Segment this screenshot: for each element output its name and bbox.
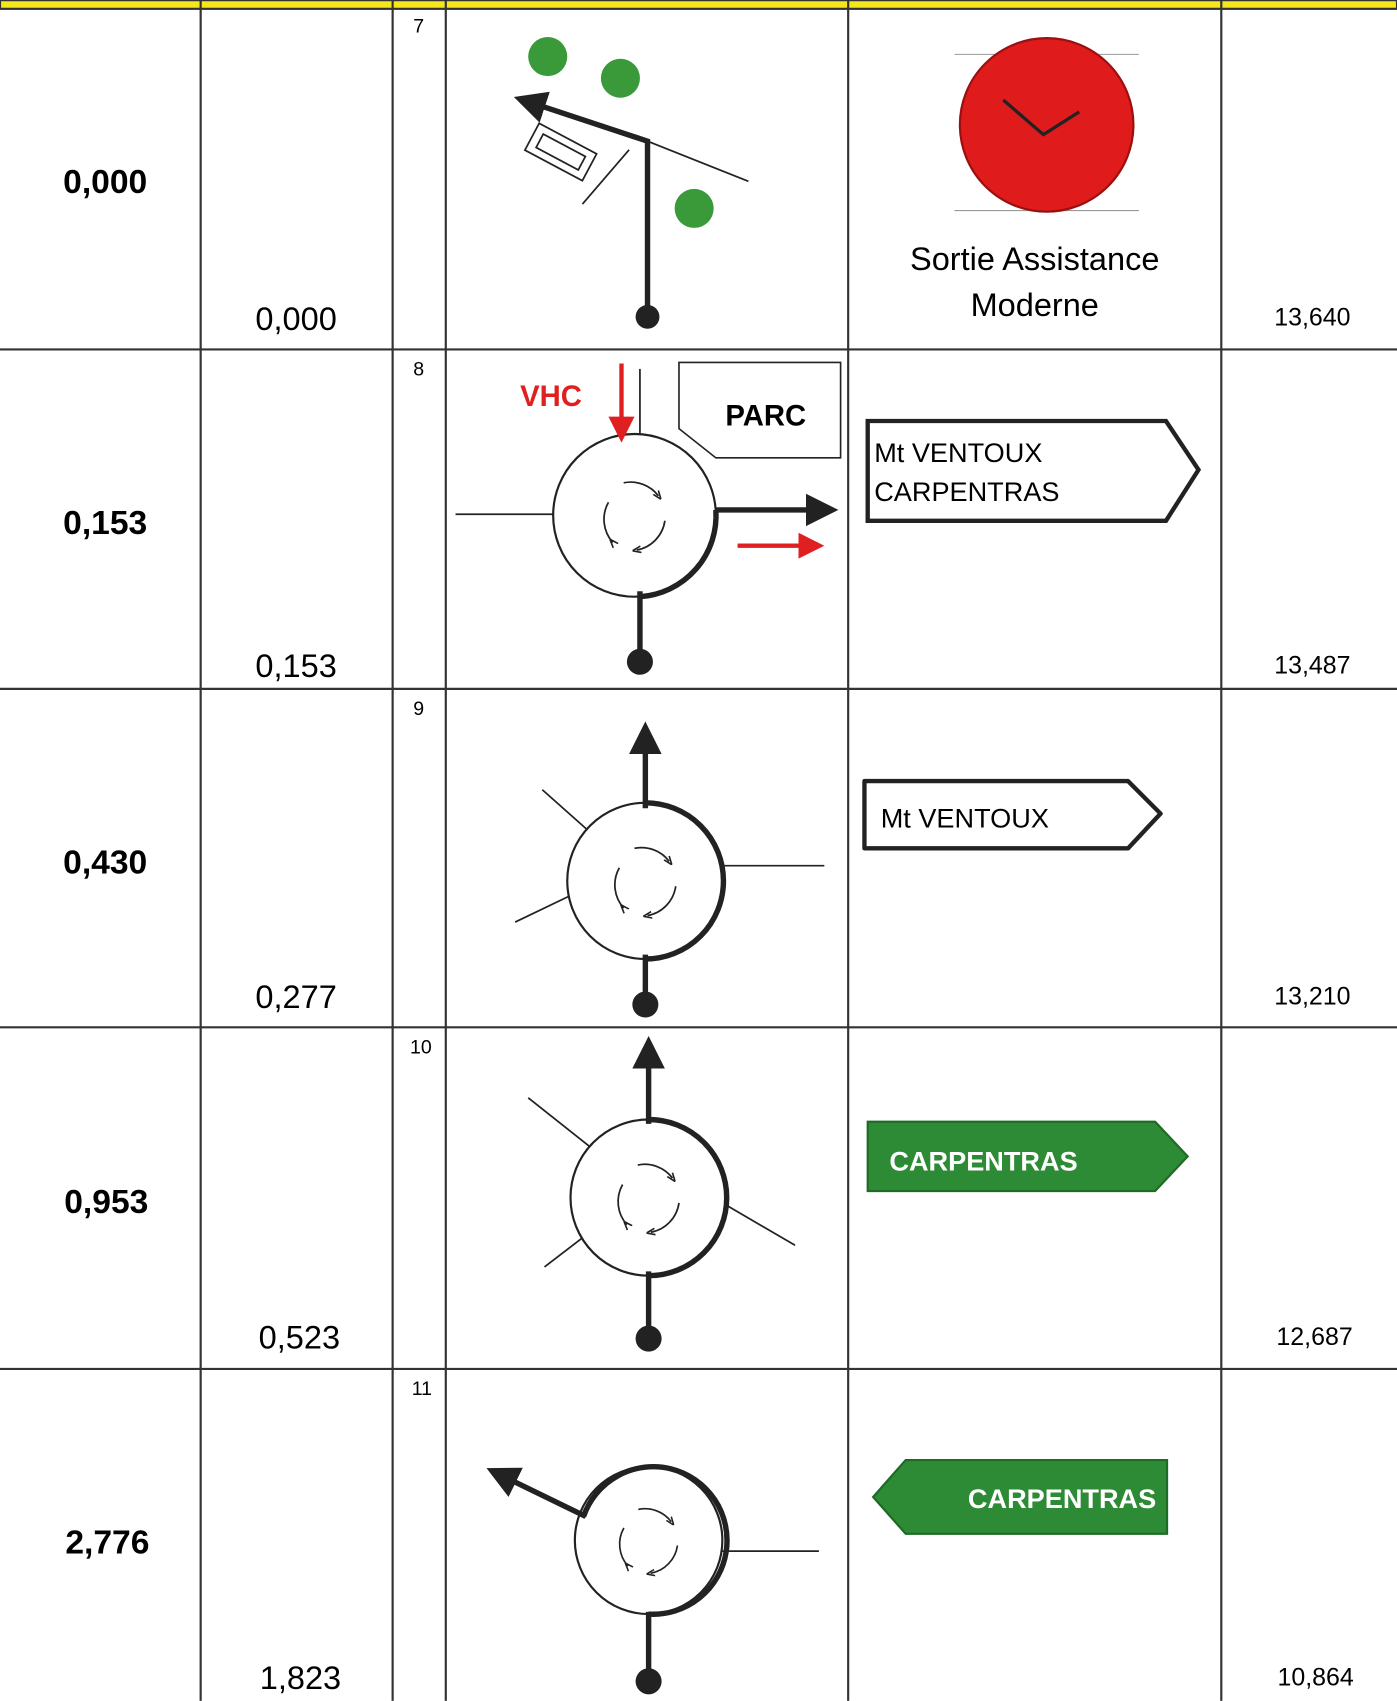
sign-text: CARPENTRAS [874, 476, 1059, 507]
diagram: VHC PARC [455, 361, 842, 675]
total-distance: 0,430 [63, 844, 147, 881]
route [580, 1464, 730, 1617]
sign: Mt VENTOUX CARPENTRAS [865, 418, 1202, 523]
sign-shape [862, 778, 1163, 851]
road [527, 1097, 592, 1149]
total-distance: 0,000 [63, 164, 147, 201]
sign: Sortie Assistance Moderne [910, 37, 1159, 323]
building [523, 122, 598, 182]
partial-distance: 0,153 [255, 648, 336, 684]
remaining-distance: 12,687 [1276, 1323, 1352, 1351]
diagram [486, 1464, 819, 1695]
sign: CARPENTRAS [866, 1120, 1190, 1193]
start-dot [635, 304, 660, 329]
diagram [513, 37, 749, 329]
road [581, 149, 630, 205]
row-texts: 0,000 0,000 7 13,640 0,153 0,153 8 13,48… [63, 16, 1354, 1696]
partial-distance: 0,523 [259, 1319, 340, 1355]
sign-text: Sortie Assistance [910, 241, 1159, 277]
clock [958, 37, 1135, 213]
sign-text: CARPENTRAS [968, 1483, 1156, 1514]
tree [674, 188, 714, 228]
start-dot [626, 648, 653, 675]
route [486, 1467, 587, 1519]
tree [600, 58, 640, 98]
road [724, 1203, 796, 1247]
route [648, 1116, 730, 1279]
diagram [527, 1035, 796, 1352]
partial-distance: 0,277 [255, 979, 336, 1015]
step-index: 11 [412, 1378, 432, 1400]
clock-hands [1002, 98, 1081, 137]
sign-text: Mt VENTOUX [881, 803, 1049, 834]
start-dot [632, 991, 659, 1018]
step-index: 9 [413, 698, 424, 720]
sign-text: CARPENTRAS [889, 1145, 1077, 1176]
diagram [514, 721, 825, 1018]
total-distance: 0,153 [63, 505, 147, 542]
road [541, 789, 592, 834]
start-dot [635, 1668, 662, 1695]
road [514, 894, 572, 923]
route [639, 509, 719, 600]
route [645, 800, 727, 962]
remaining-distance: 10,864 [1278, 1664, 1354, 1692]
sign-shape [866, 1120, 1190, 1193]
tree [528, 37, 568, 77]
start-dot [635, 1325, 662, 1352]
diagram-label: VHC [520, 380, 582, 413]
sign: CARPENTRAS [871, 1458, 1169, 1535]
parc-box [678, 361, 842, 459]
partial-distance: 0,000 [255, 301, 336, 337]
sign-text: Mt VENTOUX [874, 437, 1042, 468]
step-index: 10 [410, 1036, 432, 1058]
partial-distance: 1,823 [260, 1660, 341, 1696]
remaining-distance: 13,640 [1274, 304, 1350, 332]
header-strip [0, 0, 1397, 10]
route [513, 91, 651, 315]
remaining-distance: 13,487 [1274, 652, 1350, 680]
sign: Mt VENTOUX [862, 778, 1163, 851]
step-index: 7 [413, 16, 424, 38]
total-distance: 0,953 [64, 1184, 148, 1221]
diagram-label: PARC [725, 399, 806, 432]
sign-text: Moderne [971, 287, 1099, 323]
remaining-distance: 13,210 [1274, 983, 1350, 1011]
sign-shape [865, 418, 1202, 523]
road [647, 140, 749, 183]
sign-shape [871, 1458, 1169, 1535]
total-distance: 2,776 [65, 1524, 149, 1561]
step-index: 8 [413, 358, 424, 380]
